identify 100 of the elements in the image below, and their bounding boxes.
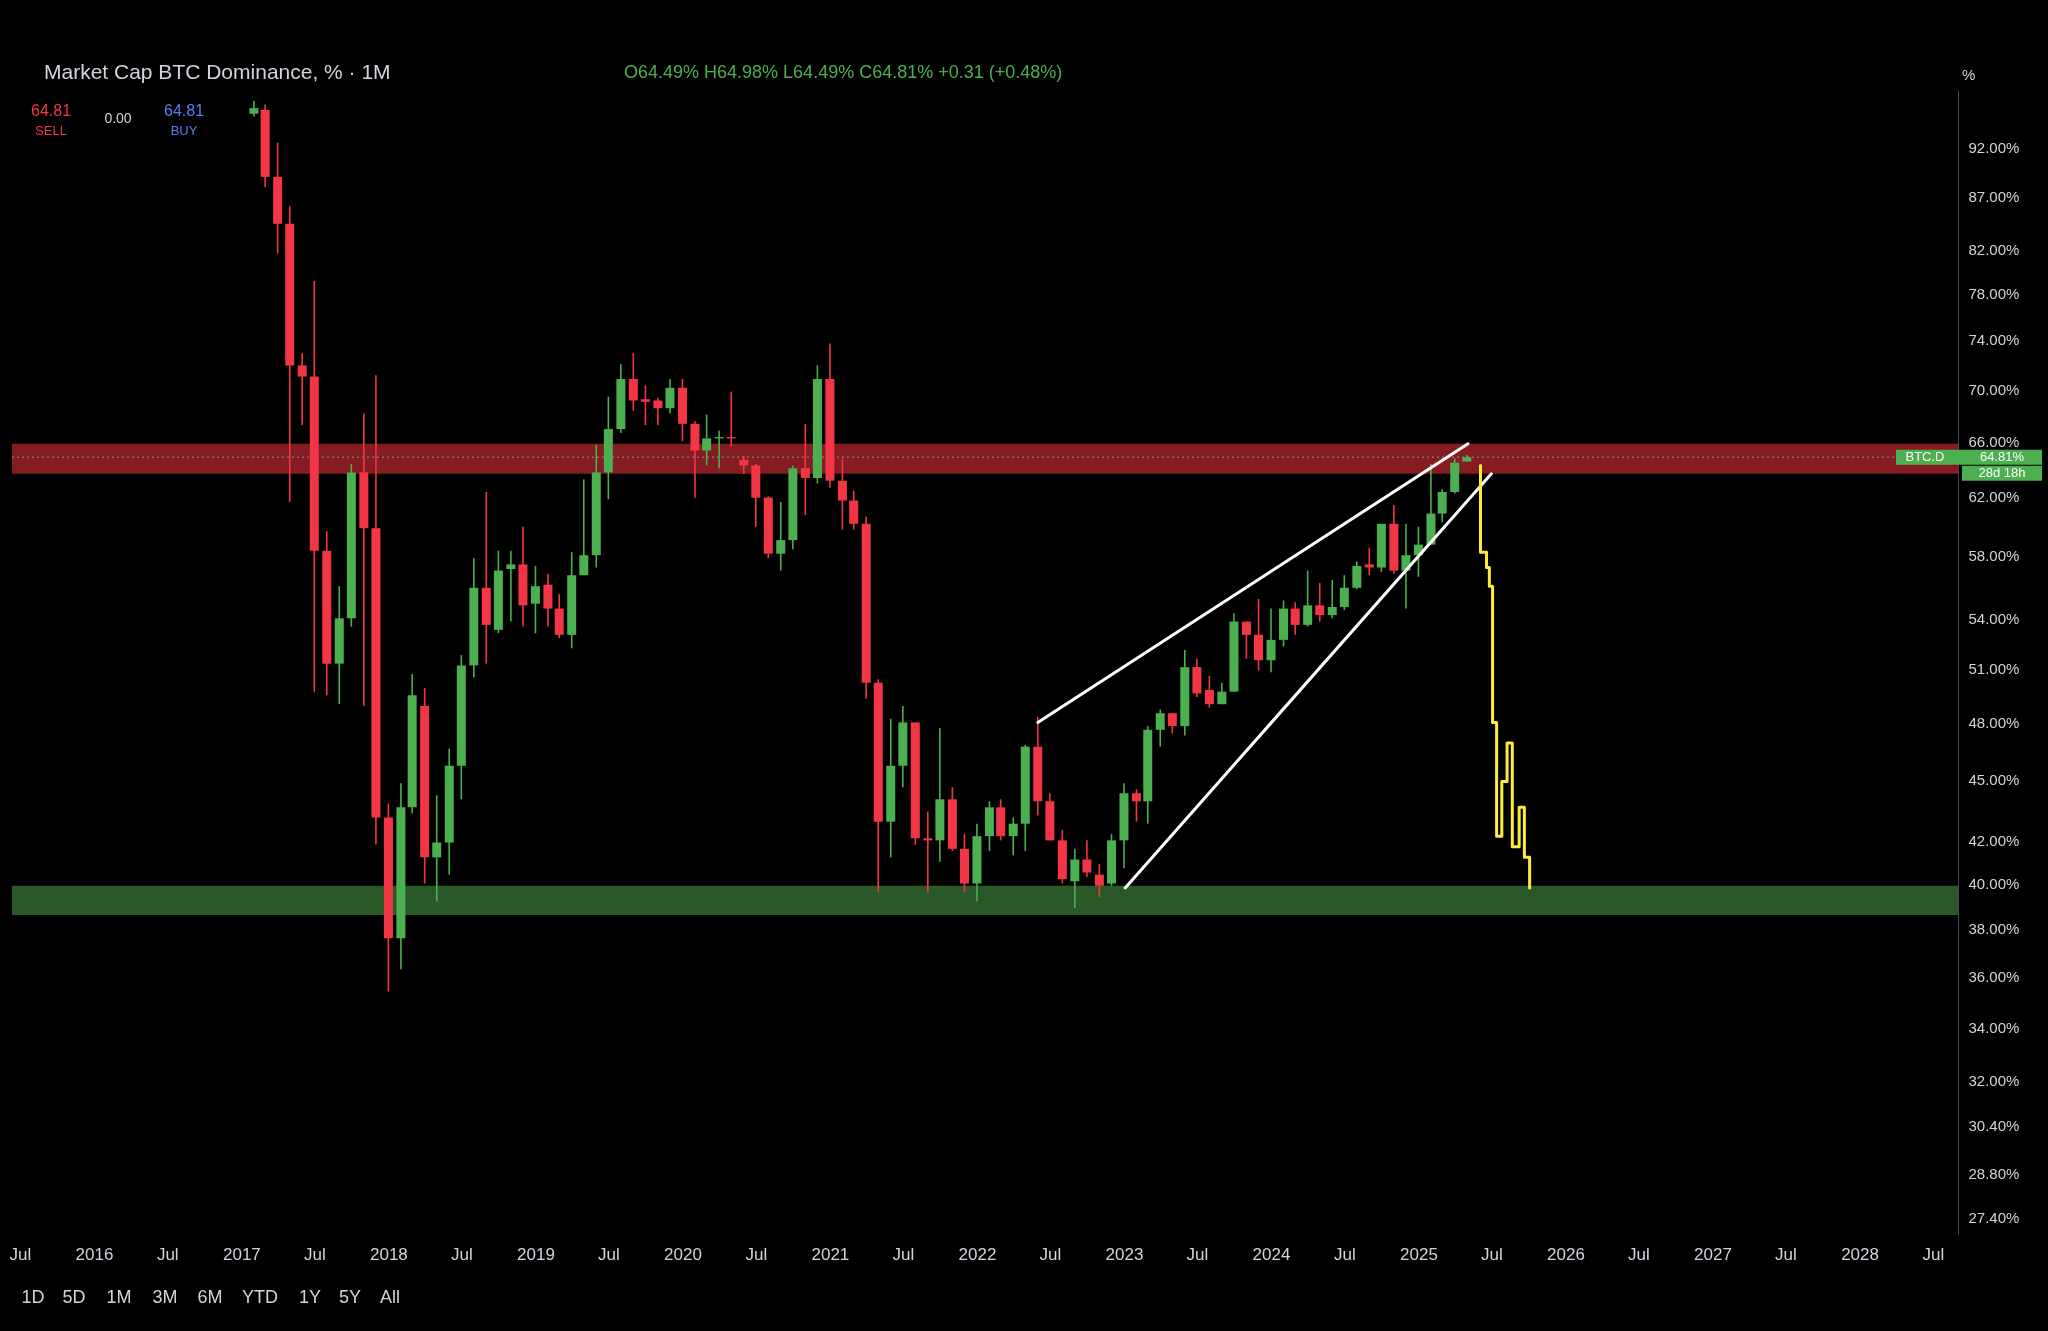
candlestick [665,378,675,415]
candlestick [739,455,749,475]
candlestick [1315,582,1325,623]
candlestick [923,810,933,894]
y-tick-label: 66.00% [1968,432,2020,450]
x-tick-label: Jul [9,1244,32,1264]
candlestick [1266,607,1276,674]
y-tick-label: 48.00% [1968,713,2020,731]
y-tick-label: 92.00% [1968,139,2020,157]
y-tick-label: 82.00% [1968,240,2020,258]
annotation: 0.00 [104,110,132,126]
y-tick-label: 42.00% [1968,831,2020,849]
candlestick [1290,601,1300,636]
candlestick [1131,788,1141,823]
candlestick [1070,848,1080,909]
x-tick-label: 2028 [1841,1244,1879,1264]
x-tick-label: Jul [745,1244,768,1264]
candlestick [432,794,442,903]
x-tick-label: Jul [450,1244,473,1264]
candlestick [543,572,553,628]
text: All [379,1287,401,1307]
candlestick [1204,675,1214,709]
y-tick-label: 54.00% [1968,609,2020,627]
candlestick [1339,574,1349,611]
x-tick-label: 2026 [1547,1244,1585,1264]
x-tick-label: Jul [1333,1244,1356,1264]
y-tick-label: 58.00% [1968,546,2020,564]
x-tick-label: Jul [156,1244,179,1264]
x-tick-label: 2025 [1400,1244,1438,1264]
x-tick-label: Jul [1628,1244,1650,1264]
y-tick-label: 74.00% [1968,331,2020,349]
x-tick-label: 2023 [1105,1244,1144,1264]
annotation: 64.81 [30,102,72,119]
x-tick-label: Jul [597,1244,620,1264]
x-tick-label: 2022 [958,1244,997,1264]
text: 1D [21,1287,45,1307]
candlestick [653,397,663,426]
x-tick-label: 2019 [517,1244,555,1264]
annotation: BUY [170,123,198,138]
text: YTD [242,1287,278,1307]
text: 64.81% [1979,449,2025,465]
text: 1M [106,1287,132,1307]
candlestick [1303,569,1313,628]
y-tick-label: 45.00% [1968,770,2020,788]
candlestick [1094,863,1104,898]
x-tick-label: Jul [1480,1244,1503,1264]
x-tick-label: 2020 [664,1244,702,1264]
candlestick [506,549,516,623]
x-tick-label: 2021 [811,1244,850,1264]
candlestick [1008,816,1018,857]
candlestick [1327,579,1337,620]
annotation: 64.81 [163,102,205,119]
candlestick [628,352,638,412]
candlestick [1437,488,1447,524]
candlestick [1167,712,1177,735]
text: 5D [62,1287,86,1307]
x-tick-label: 2018 [369,1244,408,1264]
candlestick [702,413,712,467]
y-tick-label: 78.00% [1968,284,2020,302]
candlestick [640,384,650,426]
x-tick-label: Jul [1922,1244,1945,1264]
text: 28d 18h [1978,465,2026,481]
line-series [1478,463,1532,890]
text: 3M [152,1287,178,1307]
y-tick-label: 87.00% [1968,188,2020,206]
y-tick-label: 40.00% [1968,874,2020,892]
y-tick-label: 38.00% [1968,920,2020,938]
text: 1Y [298,1287,322,1307]
x-tick-label: 2017 [222,1244,261,1264]
y-tick-label: 32.00% [1968,1072,2020,1090]
x-tick-label: Jul [892,1244,915,1264]
x-tick-label: Jul [1039,1244,1062,1264]
y-tick-label: 27.40% [1968,1209,2020,1227]
text: % [1962,66,1976,83]
y-tick-label: 34.00% [1968,1018,2020,1036]
y-tick-label: 70.00% [1968,380,2020,398]
candlestick [849,489,859,531]
text: 6M [197,1287,223,1307]
candlestick [297,352,307,426]
x-tick-label: Jul [303,1244,326,1264]
candlestick [837,457,847,531]
candlestick [1155,708,1165,748]
y-tick-label: 30.40% [1968,1117,2020,1135]
candlestick [1364,546,1374,577]
candlestick [530,565,540,634]
x-tick-label: Jul [1186,1244,1209,1264]
text: 5Y [338,1287,362,1307]
candlestick [579,478,589,577]
y-tick-label: 51.00% [1968,660,2020,678]
y-tick-label: 62.00% [1968,487,2020,505]
x-tick-label: Jul [1775,1244,1797,1264]
x-tick-label: 2027 [1694,1244,1732,1264]
x-tick-label: 2016 [75,1244,114,1264]
y-tick-label: 28.80% [1968,1165,2020,1183]
ref-line-label: BTC.D [1905,449,1945,465]
candlestick [1241,620,1251,660]
y-tick-label: 36.00% [1968,968,2020,986]
chart-subtitle: O64.49% H64.98% L64.49% C64.81% +0.31 (+0.48%) [624,62,1063,82]
candlestick [1352,560,1362,591]
candlestick [1082,839,1092,878]
